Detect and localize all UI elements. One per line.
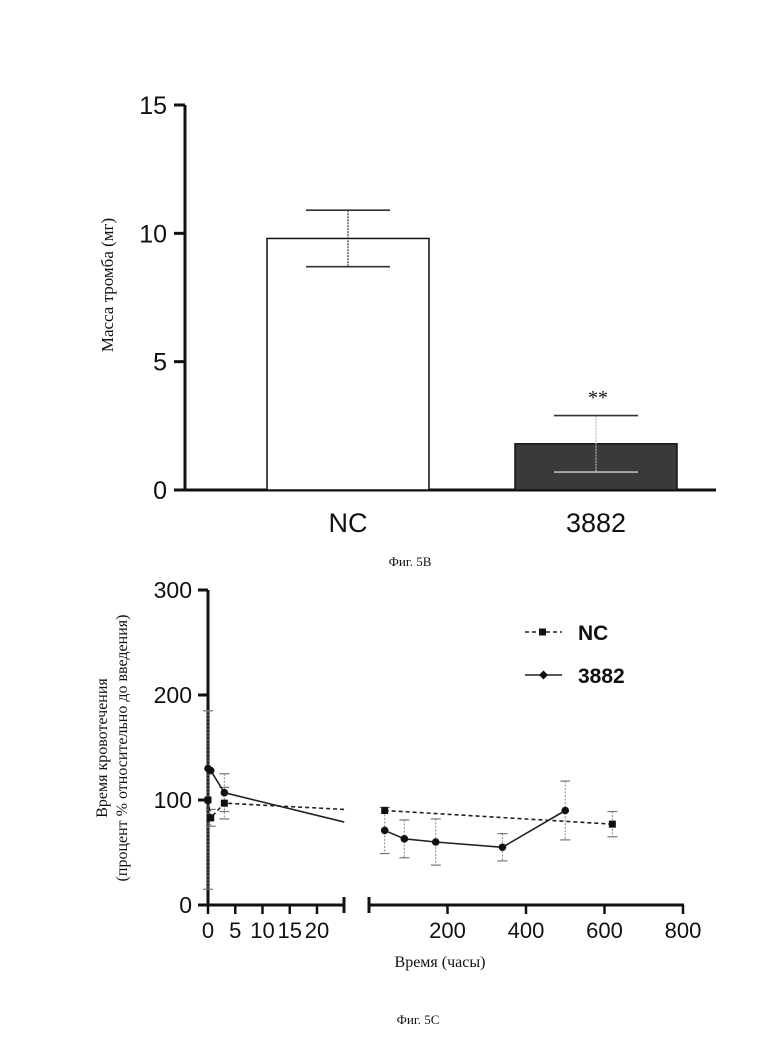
line-chart-x-tick-label: 10 [250,918,274,943]
line-chart-x-tick-label: 15 [278,918,302,943]
line-chart-legend: NC 3882 [525,622,625,688]
point-3882 [561,807,569,815]
legend-marker-nc [539,629,546,636]
legend-label-3882: 3882 [578,665,625,688]
legend-label-nc: NC [578,622,608,645]
bar-chart-y-tick-label: 10 [139,220,167,248]
bar-chart-y-tick-label: 5 [153,349,167,377]
line-chart-ticks: 010020030005101520200400600800 [154,577,702,943]
line-chart: 010020030005101520200400600800 Время кро… [94,577,701,1027]
point-3882 [207,767,215,775]
line-chart-y-tick-label: 200 [154,682,192,708]
point-NC [205,797,212,804]
series-line-3882 [208,769,344,823]
series-line-NC [385,811,613,825]
bar-chart-y-tick-label: 15 [139,92,167,120]
line-chart-y-axis-label-line1: Время кровотечения [94,678,111,818]
line-chart-x-tick-label: 0 [202,918,214,943]
line-chart-x-tick-label: 800 [665,918,702,943]
line-chart-y-axis-label-line2: (процент % относительно до введения) [114,615,131,882]
line-chart-y-tick-label: 100 [154,787,192,813]
bar-chart-x-tick-label: NC [329,508,368,538]
point-3882 [381,827,389,835]
line-chart-series [203,711,617,890]
point-3882 [499,843,507,851]
bar-chart-bars [267,210,677,490]
significance-annotation: ** [588,387,608,409]
point-3882 [221,789,229,797]
point-NC [221,800,228,807]
bar-chart-y-tick-label: 0 [153,477,167,505]
line-chart-x-axis-label: Время (часы) [395,954,486,971]
series-line-3882 [385,811,566,848]
bar-chart-x-tick-label: 3882 [566,508,626,538]
bar-chart-axes [184,105,716,491]
point-NC [207,814,214,821]
point-NC [609,821,616,828]
point-3882 [401,835,409,843]
line-chart-y-tick-label: 300 [154,577,192,603]
bar-chart: 0 5 10 15 Масса тромба (мг) NC 3882 ** Фиг.… [98,92,716,569]
line-chart-y-tick-label: 0 [179,892,192,918]
bar-chart-y-axis-label: Масса тромба (мг) [98,218,117,352]
figure-caption-5b: Фиг. 5В [389,554,432,569]
line-chart-x-tick-label: 200 [429,918,466,943]
line-chart-x-tick-label: 600 [586,918,623,943]
bar-chart-y-ticks: 0 5 10 15 [139,92,185,505]
point-NC [381,807,388,814]
series-line-NC [208,800,344,818]
legend-marker-3882 [539,671,548,680]
line-chart-x-tick-label: 400 [508,918,545,943]
figure-caption-5c: Фиг. 5С [397,1012,440,1027]
point-3882 [432,838,440,846]
line-chart-x-tick-label: 20 [305,918,329,943]
line-chart-axes [207,590,684,913]
bar-NC [267,238,429,490]
line-chart-x-tick-label: 5 [229,918,241,943]
